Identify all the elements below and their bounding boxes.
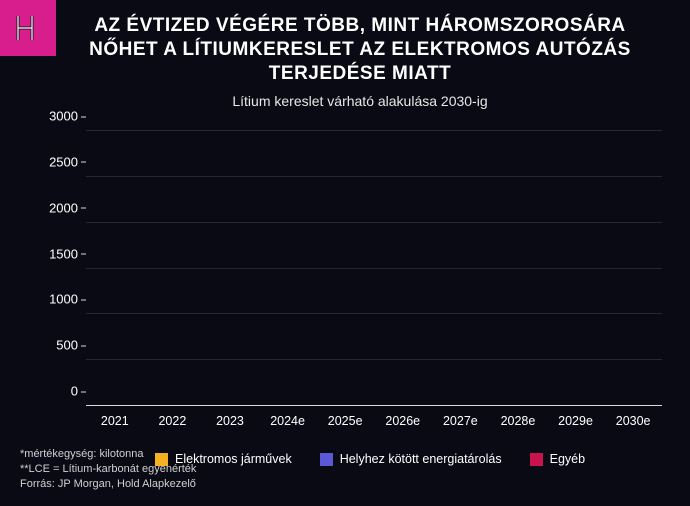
brand-logo — [0, 0, 56, 56]
footnote-unit: *mértékegység: kilotonna — [20, 447, 670, 462]
bar-slot — [316, 122, 374, 406]
bars-container — [86, 122, 662, 406]
bar-slot — [259, 122, 317, 406]
y-tick-label: 1500 — [49, 246, 86, 261]
footnote-source: Forrás: JP Morgan, Hold Alapkezelő — [20, 477, 670, 492]
x-axis-line — [86, 405, 662, 406]
plot-area: 050010001500200025003000 — [86, 122, 662, 406]
x-tick-label: 2024e — [259, 410, 317, 430]
footnote-lce: **LCE = Lítium-karbonát egyenérték — [20, 462, 670, 477]
bar-slot — [489, 122, 547, 406]
bar-slot — [86, 122, 144, 406]
footer-notes: *mértékegység: kilotonna **LCE = Lítium-… — [20, 447, 670, 492]
y-tick-label: 0 — [71, 384, 86, 399]
x-tick-label: 2027e — [432, 410, 490, 430]
x-tick-label: 2021 — [86, 410, 144, 430]
y-tick-label: 2000 — [49, 200, 86, 215]
bar-slot — [201, 122, 259, 406]
chart-subtitle: Lítium kereslet várható alakulása 2030-i… — [70, 93, 650, 109]
bar-slot — [144, 122, 202, 406]
header: AZ ÉVTIZED VÉGÉRE TÖBB, MINT HÁROMSZOROS… — [0, 0, 690, 113]
chart-title: AZ ÉVTIZED VÉGÉRE TÖBB, MINT HÁROMSZOROS… — [70, 14, 650, 85]
bar-slot — [374, 122, 432, 406]
x-tick-label: 2026e — [374, 410, 432, 430]
bar-slot — [432, 122, 490, 406]
y-tick-label: 3000 — [49, 109, 86, 124]
x-tick-label: 2030e — [604, 410, 662, 430]
x-tick-label: 2029e — [547, 410, 605, 430]
bar-slot — [604, 122, 662, 406]
y-tick-label: 1000 — [49, 292, 86, 307]
x-tick-label: 2022 — [144, 410, 202, 430]
x-tick-label: 2028e — [489, 410, 547, 430]
bar-slot — [547, 122, 605, 406]
brand-logo-icon — [12, 12, 44, 44]
y-tick-label: 500 — [56, 338, 86, 353]
chart-area: 050010001500200025003000 202120222023202… — [36, 122, 672, 430]
x-tick-label: 2025e — [316, 410, 374, 430]
y-tick-label: 2500 — [49, 154, 86, 169]
x-tick-label: 2023 — [201, 410, 259, 430]
x-axis-labels: 2021202220232024e2025e2026e2027e2028e202… — [86, 410, 662, 430]
